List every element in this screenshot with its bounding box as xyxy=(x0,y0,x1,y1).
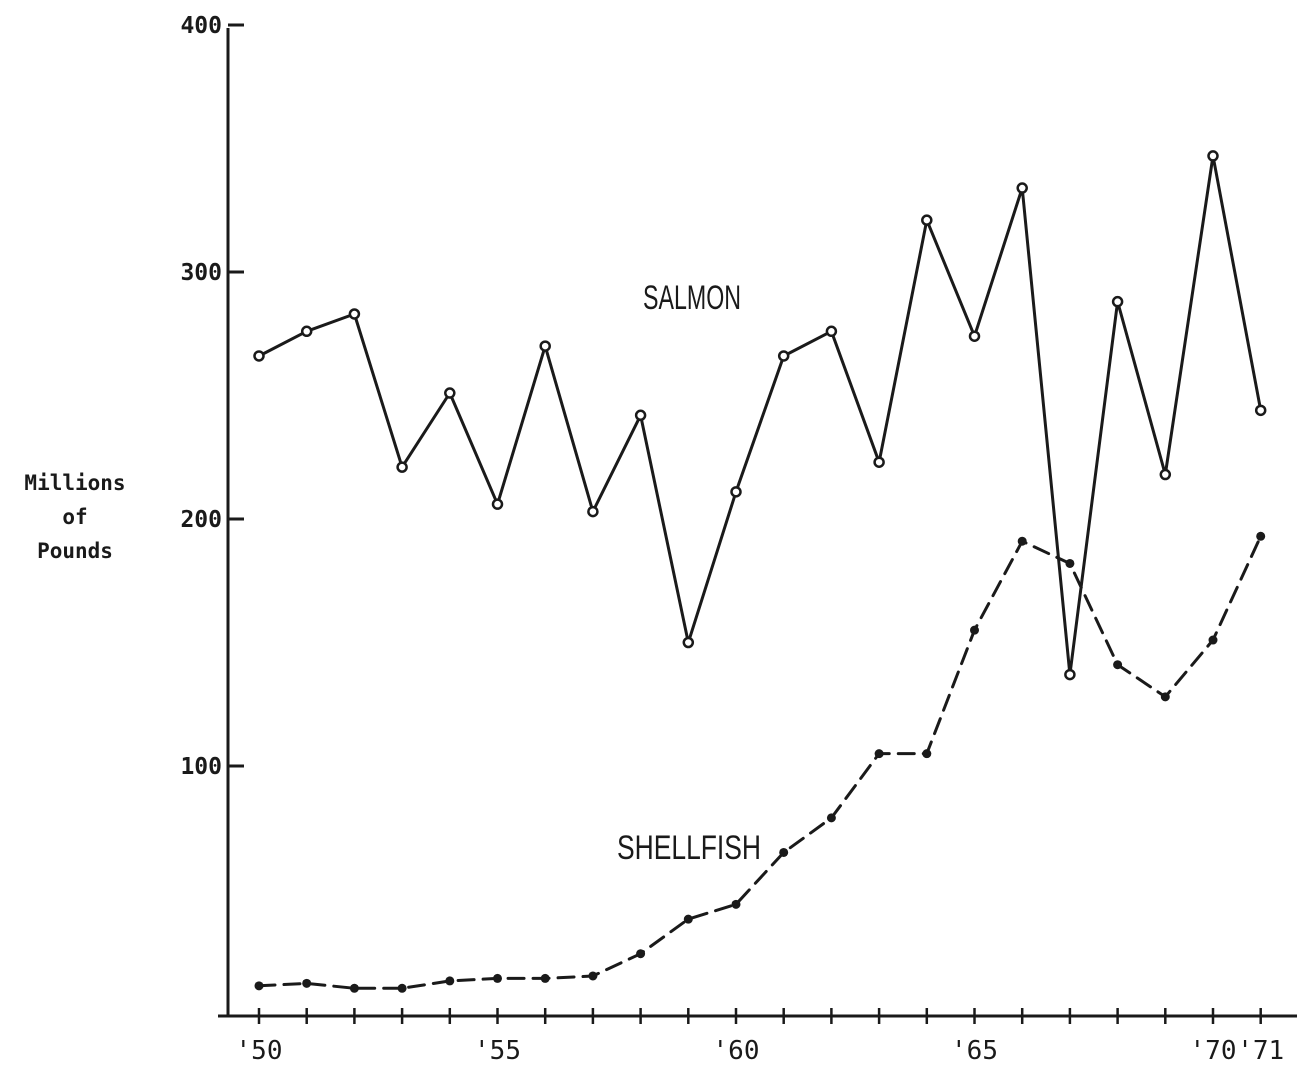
data-point-shellfish xyxy=(922,749,932,759)
data-point-salmon xyxy=(1207,150,1219,162)
y-axis-title-line-3: Pounds xyxy=(37,539,113,563)
data-point-shellfish xyxy=(1208,635,1218,645)
data-point-shellfish xyxy=(1160,692,1170,702)
x-tick-label: '50 xyxy=(236,1036,283,1066)
data-point-salmon xyxy=(587,505,599,518)
x-tick-label: '71 xyxy=(1237,1036,1284,1066)
x-tick-label: '60 xyxy=(713,1036,760,1066)
x-tick-label: '55 xyxy=(474,1036,521,1066)
data-point-shellfish xyxy=(779,847,789,857)
data-point-shellfish xyxy=(302,978,312,988)
data-point-shellfish xyxy=(731,899,741,909)
data-point-salmon xyxy=(682,636,695,649)
data-point-shellfish xyxy=(1017,536,1027,546)
data-point-salmon xyxy=(1159,468,1172,481)
data-point-shellfish xyxy=(874,749,884,759)
series-label-salmon: SALMON xyxy=(643,279,741,317)
data-point-shellfish xyxy=(540,973,550,983)
data-point-shellfish xyxy=(397,983,407,993)
data-point-salmon xyxy=(777,350,790,362)
data-point-salmon xyxy=(253,350,265,362)
series-line-salmon xyxy=(257,154,1263,677)
y-tick-label: 200 xyxy=(180,507,222,533)
data-point-shellfish xyxy=(826,813,836,823)
series-label-shellfish: SHELLFISH xyxy=(617,829,761,867)
data-point-salmon xyxy=(444,387,456,399)
data-point-salmon xyxy=(1016,182,1028,194)
y-axis-title-line-1: Millions xyxy=(24,471,125,495)
series-points xyxy=(253,150,1267,993)
y-tick-label: 300 xyxy=(180,260,222,286)
data-point-salmon xyxy=(1064,668,1076,681)
x-tick-label: '65 xyxy=(951,1036,998,1066)
x-tick-label: '70 xyxy=(1190,1036,1237,1066)
data-point-shellfish xyxy=(1065,558,1075,568)
y-tick-label: 100 xyxy=(180,754,222,780)
data-point-salmon xyxy=(873,456,885,468)
data-point-shellfish xyxy=(254,981,264,991)
data-point-salmon xyxy=(634,409,647,422)
y-tick-label: 400 xyxy=(180,13,222,39)
data-point-shellfish xyxy=(493,973,502,983)
data-point-shellfish xyxy=(349,983,359,993)
data-point-shellfish xyxy=(1256,531,1266,541)
series-lines xyxy=(257,154,1263,990)
data-point-salmon xyxy=(300,325,313,338)
series-line-shellfish xyxy=(257,534,1263,990)
data-point-salmon xyxy=(539,340,551,352)
x-ticks: '50 '55 '60 '65 '70'71 xyxy=(236,1008,1284,1066)
data-point-shellfish xyxy=(1113,660,1123,670)
data-point-shellfish xyxy=(683,914,693,924)
data-point-salmon xyxy=(921,214,933,226)
data-point-shellfish xyxy=(588,971,598,981)
data-point-salmon xyxy=(348,308,361,320)
data-point-salmon xyxy=(491,498,504,510)
data-point-salmon xyxy=(825,325,838,338)
data-point-salmon xyxy=(1254,404,1267,417)
y-ticks: 100 200 300 400 xyxy=(180,13,244,780)
data-point-shellfish xyxy=(636,949,646,959)
series-labels: SALMON SHELLFISH xyxy=(617,279,761,867)
data-point-salmon xyxy=(968,330,981,342)
data-point-shellfish xyxy=(445,976,455,986)
data-point-salmon xyxy=(730,486,742,498)
data-point-salmon xyxy=(1111,295,1124,308)
data-point-shellfish xyxy=(970,625,979,635)
y-axis-title: Millions of Pounds xyxy=(24,471,125,563)
y-axis-title-line-2: of xyxy=(62,505,87,529)
data-point-salmon xyxy=(396,461,408,473)
